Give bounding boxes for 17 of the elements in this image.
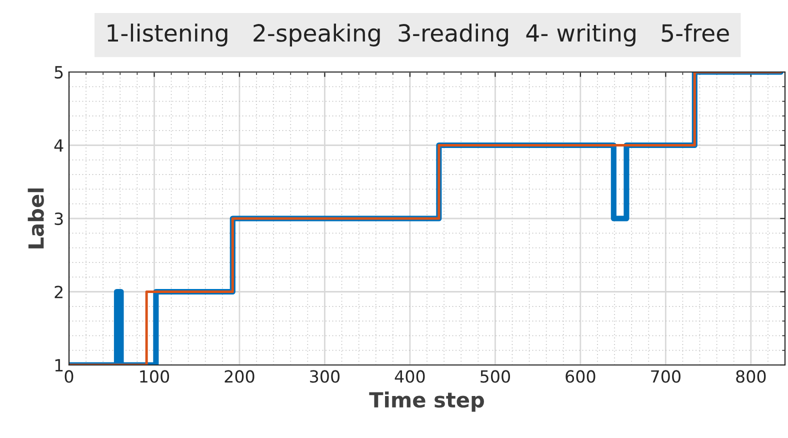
- x-tick-label: 400: [394, 370, 425, 383]
- x-tick-label: 800: [736, 370, 766, 383]
- y-tick-label: 4: [54, 139, 64, 152]
- chart-title: 1-listening 2-speaking 3-reading 4- writing 5-free: [108, 24, 729, 46]
- x-tick-label: 600: [566, 370, 596, 383]
- x-tick-label: 0: [64, 370, 74, 383]
- x-tick-label: 500: [480, 370, 510, 383]
- y-tick-label: 5: [54, 66, 63, 79]
- y-tick-label: 3: [54, 212, 63, 226]
- x-tick-label: 100: [140, 370, 170, 383]
- y-tick-label: 1: [55, 359, 63, 372]
- x-axis-title: Time step: [369, 392, 484, 412]
- x-tick-label: 700: [651, 370, 680, 383]
- y-tick-label: 2: [54, 286, 62, 298]
- x-tick-label: 300: [310, 370, 340, 383]
- y-axis-title: Label: [28, 188, 44, 248]
- x-tick-label: 200: [224, 370, 254, 383]
